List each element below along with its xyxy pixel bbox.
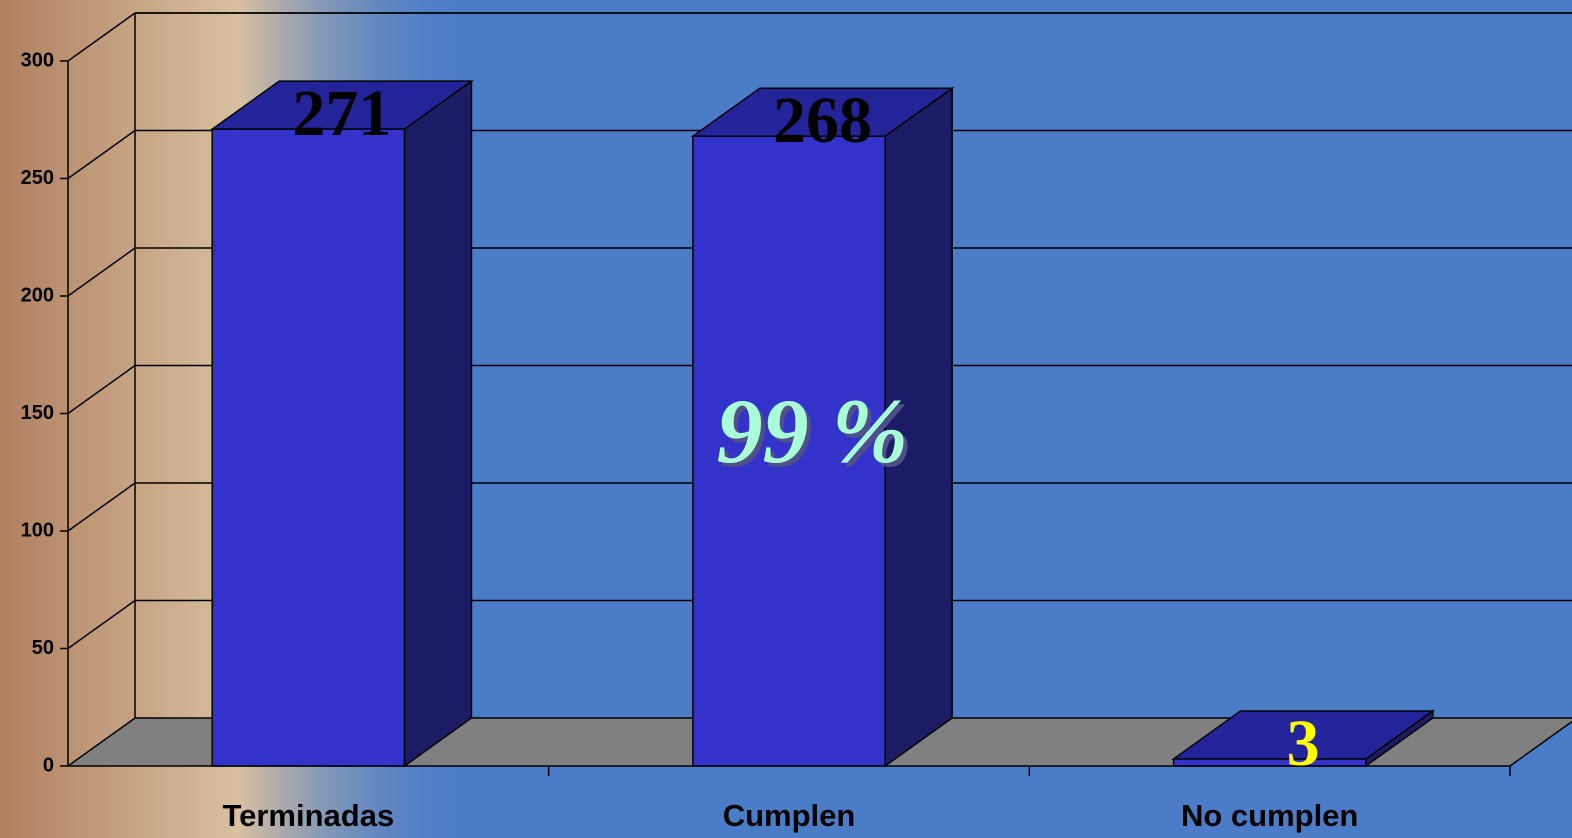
bar-side <box>403 79 473 768</box>
y-tick-label: 150 <box>21 402 54 424</box>
y-tick-label: 50 <box>32 637 54 659</box>
y-tick-label: 250 <box>21 167 54 189</box>
bar <box>1172 758 1367 767</box>
y-tick-label: 300 <box>21 49 54 71</box>
grid-line <box>67 247 136 297</box>
value-label: 3 <box>1287 707 1320 780</box>
annotation: 99 % <box>717 380 909 482</box>
grid-line <box>67 129 136 180</box>
x-tick-label: Cumplen <box>723 798 856 833</box>
y-tick-label: 100 <box>21 519 54 541</box>
grid-line <box>67 599 136 650</box>
value-label: 268 <box>773 84 872 157</box>
y-tick-label: 0 <box>43 754 54 776</box>
value-label: 271 <box>292 77 391 150</box>
bar <box>692 135 886 767</box>
grid-line <box>67 364 136 415</box>
plot: 0 50 100 150 200 250 300 Terminadas 271 Cumplen 26… <box>21 12 1572 833</box>
x-tick-label: No cumplen <box>1181 798 1358 833</box>
grid-line <box>67 12 136 62</box>
y-tick-label: 200 <box>21 284 54 306</box>
grid-line <box>67 482 136 532</box>
x-tick-label: Terminadas <box>222 798 394 833</box>
bar <box>211 128 406 767</box>
annotation-shadow: 99 % <box>721 384 913 486</box>
